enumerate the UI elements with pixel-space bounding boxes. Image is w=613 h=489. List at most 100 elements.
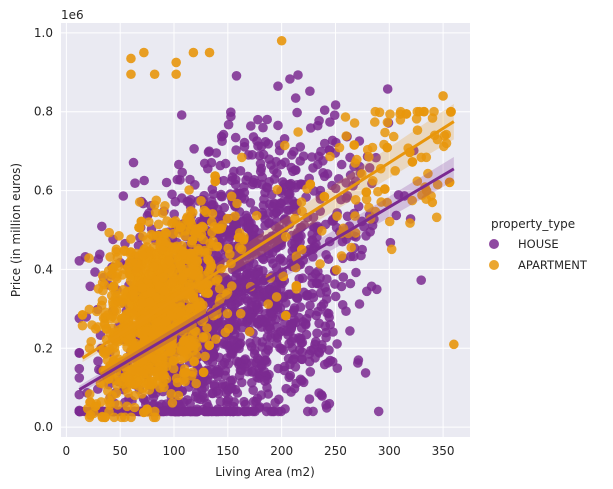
data-point-house — [219, 202, 230, 213]
data-point-apartment — [382, 197, 392, 208]
data-point-apartment — [84, 412, 95, 423]
data-point-apartment — [214, 283, 225, 294]
data-point-house — [259, 355, 270, 366]
data-point-apartment — [205, 264, 215, 275]
data-point-apartment — [317, 226, 327, 236]
data-point-apartment — [281, 232, 291, 242]
data-point-apartment — [129, 402, 140, 413]
data-point-apartment — [346, 242, 357, 253]
data-point-house — [278, 196, 289, 206]
data-point-house — [262, 114, 273, 125]
data-point-apartment — [412, 106, 423, 117]
data-point-house — [230, 132, 241, 143]
data-point-apartment — [123, 262, 133, 272]
data-point-house — [218, 175, 229, 186]
data-point-house — [228, 406, 239, 417]
data-point-house — [301, 313, 312, 324]
data-point-apartment — [188, 269, 199, 280]
data-point-apartment — [95, 378, 106, 389]
data-point-apartment — [186, 206, 196, 216]
data-point-apartment — [271, 292, 282, 302]
data-point-house — [177, 167, 187, 178]
data-point-house — [220, 366, 231, 376]
data-point-house — [294, 333, 304, 343]
data-point-apartment — [126, 53, 136, 64]
data-point-apartment — [280, 140, 290, 151]
data-point-apartment — [84, 304, 95, 315]
x-tick-label: 350 — [432, 444, 455, 458]
data-point-apartment — [146, 287, 156, 297]
data-point-house — [274, 203, 285, 213]
data-point-house — [281, 214, 292, 225]
data-point-apartment — [198, 367, 209, 378]
data-point-apartment — [184, 303, 195, 314]
data-point-apartment — [211, 276, 222, 286]
data-point-house — [260, 376, 270, 386]
data-point-house — [294, 231, 304, 242]
data-point-apartment — [157, 208, 168, 218]
data-point-house — [254, 291, 264, 302]
data-point-apartment — [108, 263, 118, 274]
data-point-house — [174, 159, 184, 170]
data-point-house — [230, 179, 241, 190]
data-point-apartment — [188, 289, 199, 300]
data-point-house — [356, 250, 366, 261]
data-point-apartment — [168, 363, 179, 374]
data-point-house — [337, 300, 348, 310]
data-point-house — [273, 81, 283, 91]
data-point-apartment — [263, 299, 274, 309]
data-point-house — [193, 406, 203, 417]
x-tick-label: 150 — [216, 444, 239, 458]
data-point-apartment — [84, 389, 95, 399]
data-point-house — [201, 406, 212, 417]
data-point-apartment — [331, 265, 342, 275]
data-point-house — [278, 345, 289, 356]
data-point-apartment — [361, 187, 372, 197]
data-point-house — [353, 358, 363, 368]
data-point-apartment — [149, 69, 160, 80]
data-point-apartment — [441, 129, 452, 140]
data-point-house — [247, 150, 257, 160]
x-tick-label: 250 — [324, 444, 347, 458]
data-point-apartment — [93, 322, 103, 332]
data-point-apartment — [184, 185, 194, 195]
data-point-apartment — [230, 211, 240, 221]
data-point-house — [317, 343, 327, 354]
data-point-house — [74, 348, 85, 359]
data-point-house — [266, 254, 276, 264]
data-point-house — [324, 345, 334, 355]
data-point-apartment — [336, 251, 347, 261]
data-point-house — [336, 194, 346, 205]
data-point-house — [223, 229, 233, 239]
data-point-house — [393, 190, 404, 200]
data-point-apartment — [166, 389, 176, 399]
data-point-apartment — [244, 326, 255, 337]
data-point-house — [308, 212, 319, 223]
data-point-apartment — [431, 212, 442, 223]
data-point-house — [297, 347, 308, 357]
y-tick-label: 0.2 — [34, 341, 53, 355]
data-point-house — [283, 205, 294, 215]
data-point-apartment — [177, 246, 188, 256]
data-point-house — [266, 160, 276, 170]
data-point-apartment — [114, 231, 124, 241]
data-point-apartment — [106, 313, 116, 324]
data-point-apartment — [222, 308, 233, 319]
data-point-house — [319, 138, 330, 149]
data-point-apartment — [367, 142, 378, 153]
data-point-house — [345, 251, 356, 262]
data-point-apartment — [121, 292, 131, 302]
data-point-apartment — [158, 272, 168, 283]
data-point-house — [285, 74, 295, 84]
data-point-apartment — [296, 197, 307, 207]
data-point-house — [292, 107, 302, 118]
data-point-house — [351, 267, 361, 278]
data-point-house — [321, 294, 332, 304]
data-point-house — [130, 178, 140, 188]
data-point-apartment — [122, 401, 132, 412]
data-point-apartment — [401, 109, 412, 119]
regression-line-house — [78, 167, 455, 391]
data-point-house — [259, 366, 270, 377]
data-point-apartment — [412, 125, 423, 135]
data-point-house — [177, 193, 187, 203]
